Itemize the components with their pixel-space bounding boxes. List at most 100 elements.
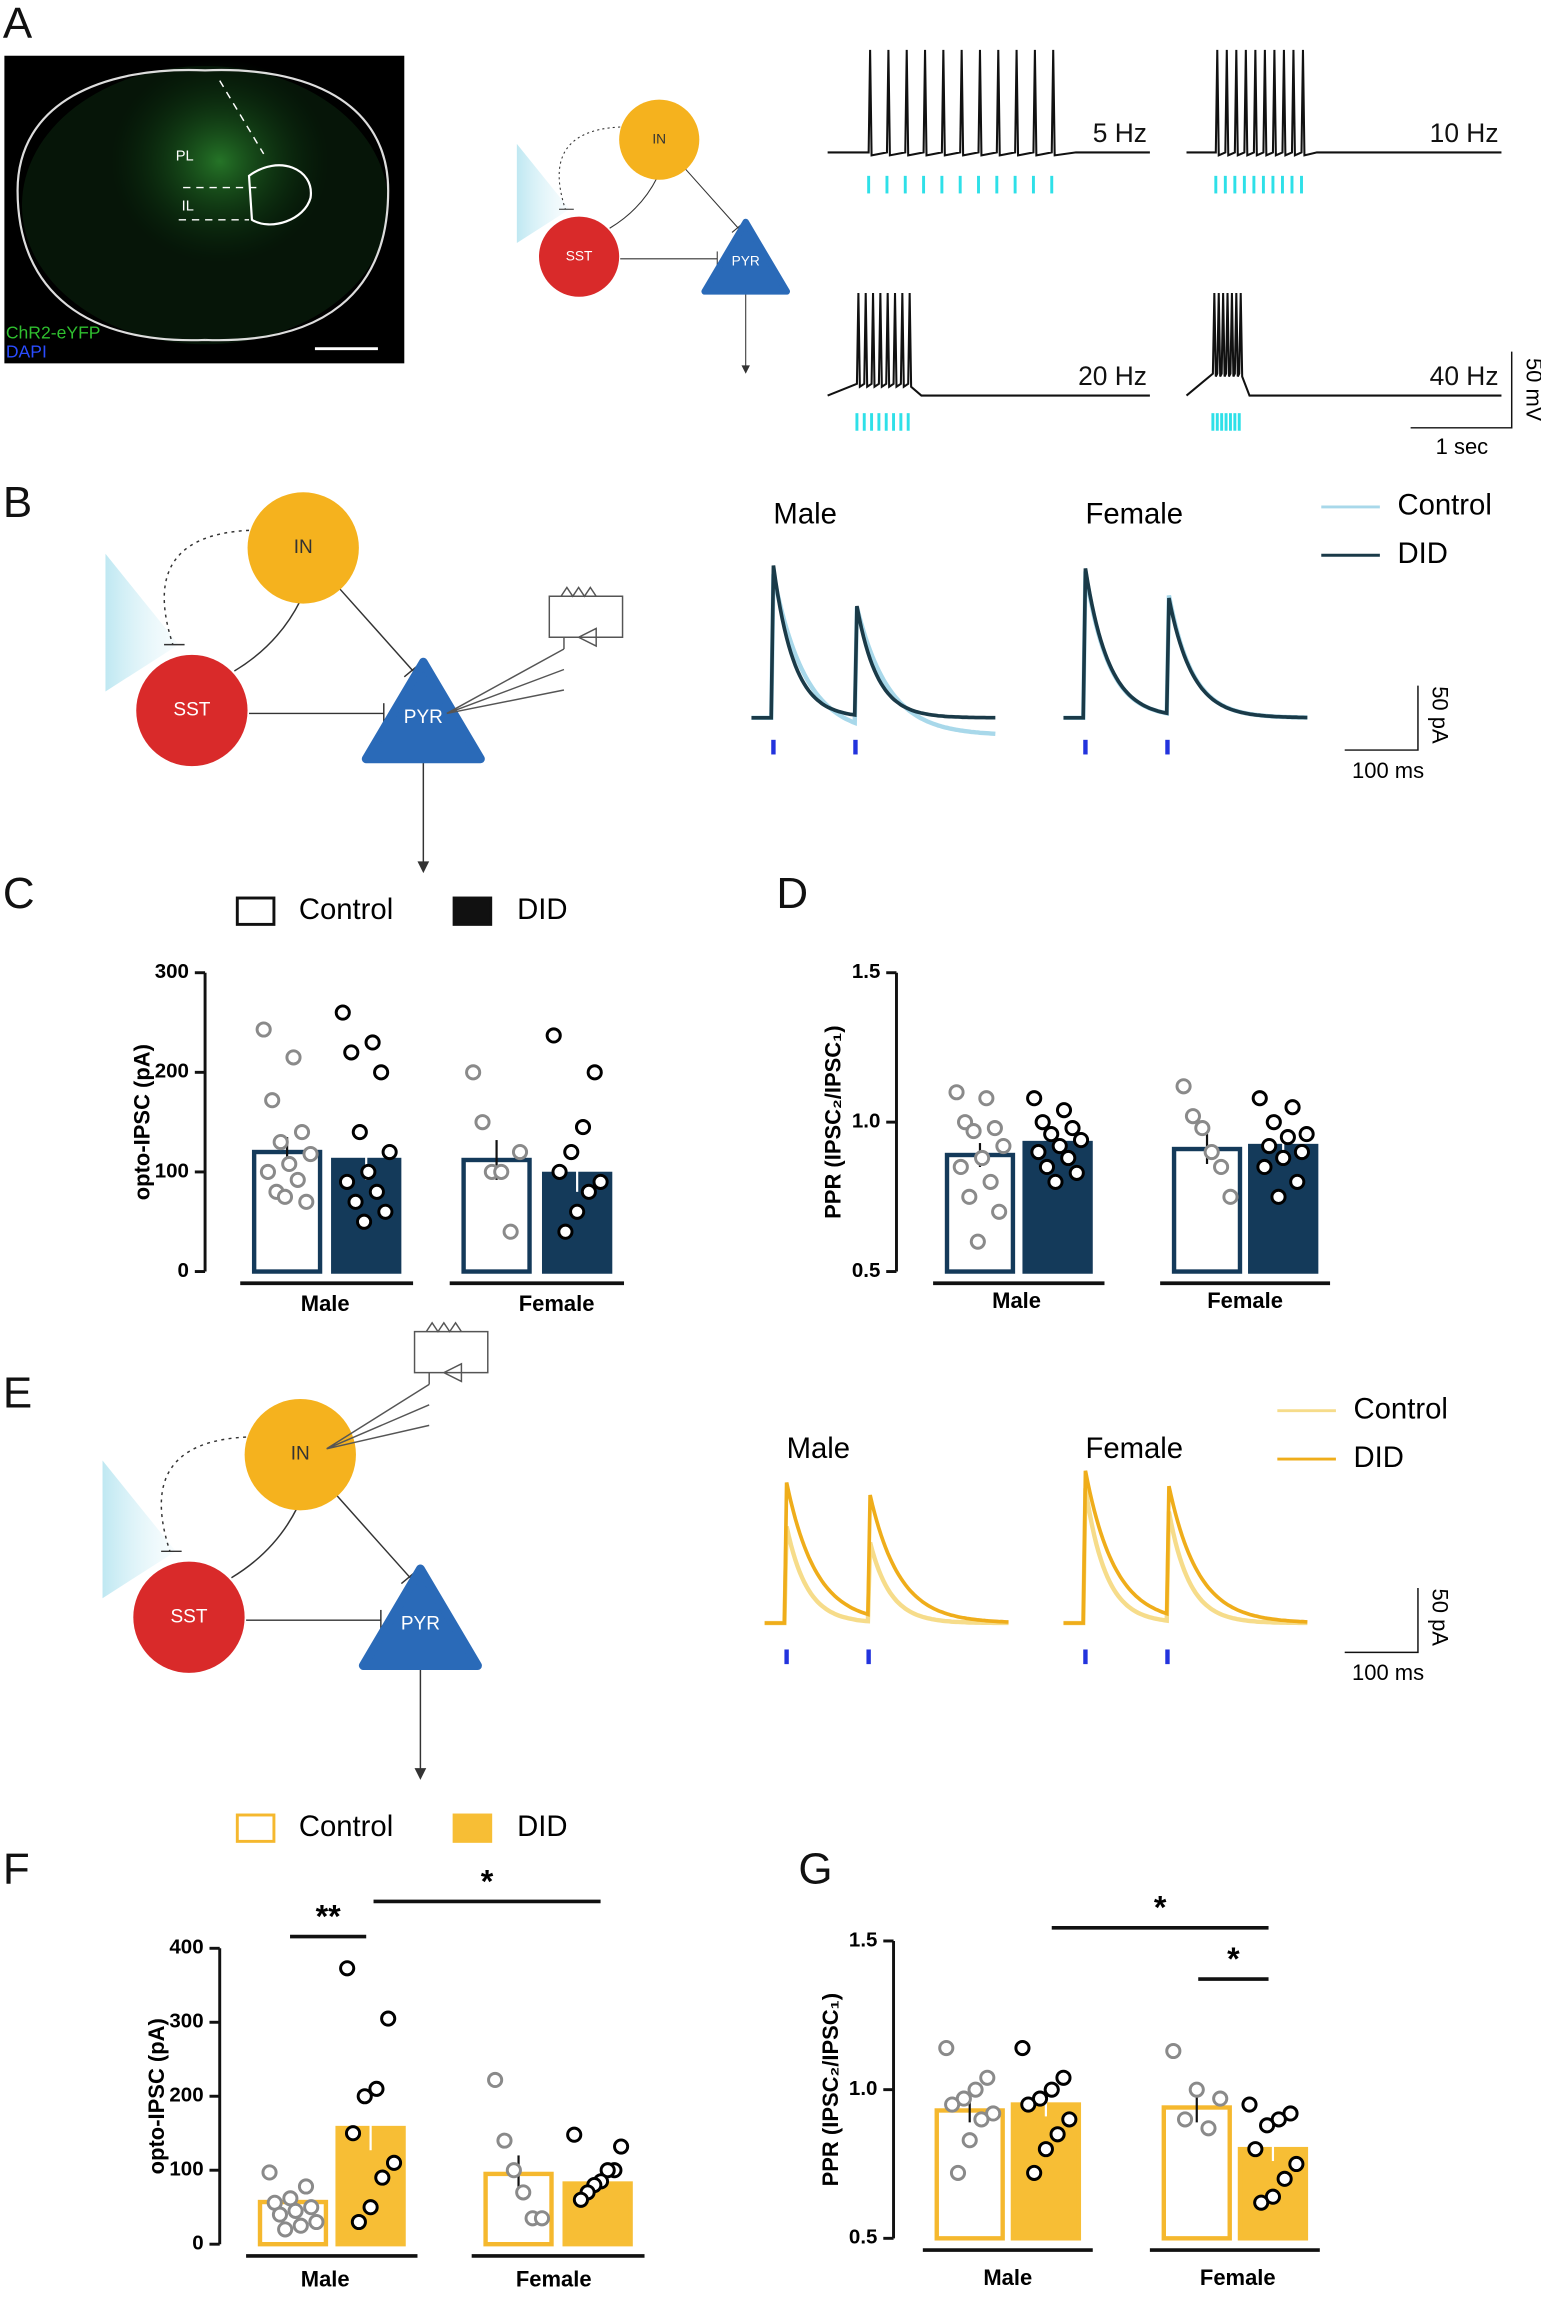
data-point (303, 2199, 320, 2216)
voltage-trace (1185, 293, 1502, 397)
x-category-label: Female (1200, 2265, 1276, 2290)
data-point (1049, 2126, 1066, 2143)
group-label: Male (787, 1432, 850, 1465)
dotted-connection (160, 1436, 247, 1552)
data-point (1026, 2164, 1043, 2181)
cell-label: SST (170, 1606, 207, 1627)
y-tick-label: 0 (178, 1259, 189, 1282)
data-point (944, 2096, 961, 2113)
y-tick-label: 1.5 (852, 960, 881, 983)
data-point (938, 2039, 955, 2057)
group-label: Female (1085, 1432, 1183, 1465)
data-point (381, 1143, 398, 1161)
current-trace (1063, 570, 1308, 721)
data-point (496, 2132, 513, 2149)
cell-label: SST (566, 248, 593, 263)
legend-label: Control (299, 1810, 393, 1843)
in-cell (619, 99, 700, 180)
data-point (1270, 1188, 1287, 1205)
x-category-label: Male (301, 1291, 350, 1316)
data-point (1275, 1149, 1292, 1167)
data-point (533, 2210, 551, 2227)
data-point (259, 1163, 276, 1180)
voltage-trace (827, 49, 1150, 157)
sst-cell (538, 216, 620, 297)
cell-label: IN (294, 537, 313, 558)
data-point (1051, 1137, 1068, 1155)
data-point (1288, 2155, 1305, 2173)
cell-label: PYR (401, 1614, 440, 1635)
data-point (338, 1173, 356, 1190)
data-point (339, 1960, 356, 1977)
data-point (1165, 2042, 1182, 2060)
legend-label: Control (299, 893, 393, 926)
data-point (298, 1193, 315, 1210)
bar (1161, 2105, 1232, 2241)
data-point (1200, 2120, 1217, 2137)
data-point (493, 1163, 510, 1180)
arrow-head (414, 1768, 427, 1780)
scale-bar (1344, 685, 1419, 751)
frequency-label: 40 Hz (1430, 361, 1499, 391)
data-point (292, 2217, 309, 2234)
circuit-diagram: IN SST PYR (516, 99, 791, 374)
data-point (1026, 1090, 1043, 1107)
data-point (1188, 2081, 1205, 2098)
y-tick-label: 300 (169, 2010, 203, 2033)
data-point (293, 1124, 311, 1141)
significance-label: * (481, 1863, 494, 1899)
legend-label: DID (1397, 537, 1447, 570)
arrow-head (741, 365, 750, 374)
data-point (572, 2191, 589, 2208)
connection (685, 168, 739, 229)
in-cell (244, 1398, 356, 1511)
current-trace (764, 1482, 1009, 1625)
legend-label: DID (517, 893, 567, 926)
panel-a-image: PL IL ChR2-eYFP DAPI (4, 55, 405, 364)
data-point (574, 1119, 592, 1136)
x-category-label: Female (516, 2267, 592, 2292)
current-trace (1063, 1487, 1308, 1626)
y-tick-label: 100 (169, 2158, 203, 2181)
x-category-label: Female (1207, 1288, 1283, 1313)
cell-label: PYR (404, 707, 443, 728)
significance-label: * (1154, 1890, 1167, 1926)
data-point (505, 2162, 522, 2179)
x-category-label: Male (992, 1288, 1041, 1313)
data-point (277, 2221, 294, 2238)
in-cell (247, 492, 359, 604)
legend-swatch (452, 896, 493, 926)
data-point (1020, 2096, 1037, 2113)
data-point (1247, 2141, 1264, 2158)
data-point (1213, 1158, 1230, 1176)
data-point (1284, 1099, 1301, 1116)
y-tick-label: 300 (155, 960, 189, 983)
pyr-cell (701, 218, 791, 295)
y-tick-label: 1.0 (852, 1110, 881, 1133)
data-point (979, 2069, 996, 2086)
data-point (1068, 1164, 1085, 1181)
data-point (1060, 1149, 1077, 1167)
legend-label: DID (517, 1810, 567, 1843)
y-axis-label: PPR (IPSC₂/IPSC₁) (821, 1025, 846, 1218)
data-point (281, 1155, 298, 1173)
data-point (557, 1223, 574, 1240)
amplifier-icon (548, 586, 624, 649)
data-point (1241, 2096, 1258, 2113)
data-point (364, 1034, 381, 1051)
data-point (1064, 1120, 1081, 1137)
data-point (580, 1183, 597, 1200)
frequency-label: 20 Hz (1078, 361, 1147, 391)
data-point (380, 2010, 397, 2027)
data-point (502, 1223, 519, 1240)
data-point (1043, 1126, 1060, 1143)
data-point (287, 2202, 304, 2219)
data-point (289, 1171, 306, 1188)
data-point (569, 1203, 586, 1220)
data-point (995, 1137, 1012, 1155)
bar (934, 2108, 1005, 2241)
data-point (272, 1133, 289, 1151)
data-point (1293, 1143, 1310, 1161)
x-category-label: Male (301, 2267, 350, 2292)
